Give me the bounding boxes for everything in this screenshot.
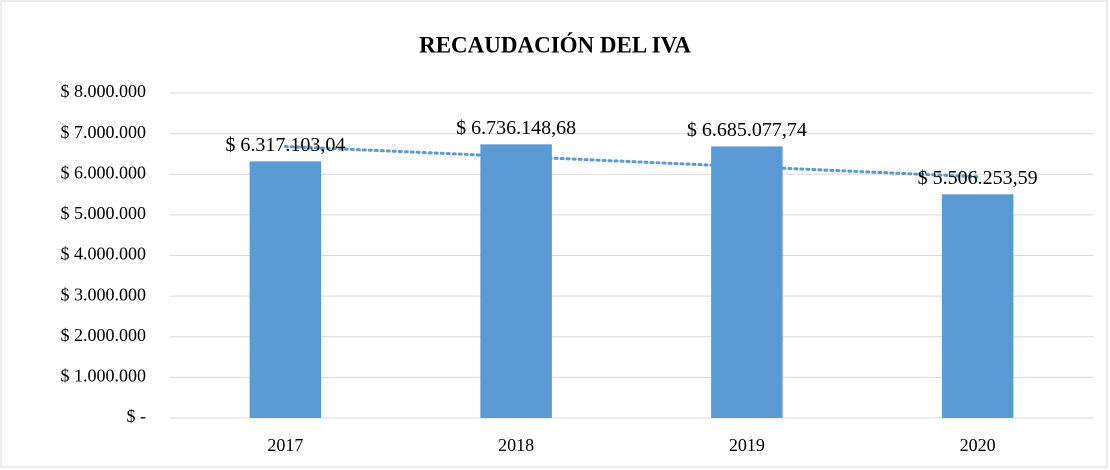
y-tick-label: $ 7.000.000 [61, 122, 147, 142]
data-label: $ 6.317.103,04 [225, 134, 345, 156]
data-label: $ 6.685.077,74 [687, 119, 807, 141]
x-tick-label: 2017 [267, 435, 303, 455]
y-tick-label: $ 8.000.000 [61, 81, 147, 101]
bar [249, 161, 322, 419]
y-tick-label: $ 3.000.000 [61, 284, 147, 304]
y-tick-label: $ - [127, 406, 147, 426]
bar [480, 144, 552, 418]
trendline [283, 144, 980, 179]
y-tick-label: $ 4.000.000 [61, 244, 147, 264]
data-label: $ 5.506.253,59 [918, 167, 1038, 189]
data-label: $ 6.736.148,68 [456, 117, 576, 139]
bar [711, 146, 783, 419]
y-tick-label: $ 5.000.000 [61, 203, 147, 223]
chart-title: RECAUDACIÓN DEL IVA [419, 31, 691, 57]
y-tick-label: $ 2.000.000 [61, 325, 147, 345]
bar [941, 194, 1014, 418]
x-tick-label: 2018 [498, 435, 534, 455]
x-tick-label: 2019 [729, 435, 765, 455]
y-tick-label: $ 1.000.000 [61, 366, 147, 386]
y-tick-label: $ 6.000.000 [61, 162, 147, 182]
x-tick-label: 2020 [960, 435, 996, 455]
